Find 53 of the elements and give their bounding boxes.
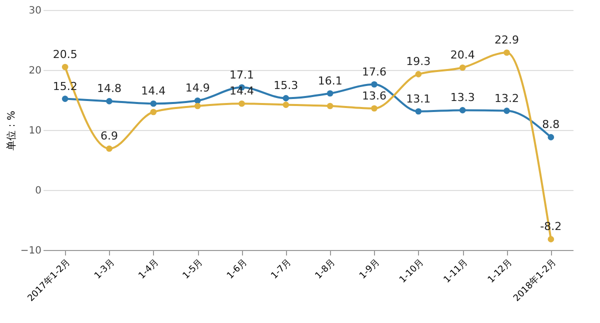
data-label: 13.3 (450, 91, 475, 104)
data-label: 20.4 (450, 48, 475, 62)
data-label: 14.8 (97, 82, 122, 96)
point (282, 102, 290, 108)
x-tick-label: 1-5月 (181, 258, 206, 282)
point (194, 97, 201, 104)
point (326, 90, 334, 97)
point (504, 108, 510, 114)
point (459, 107, 466, 114)
point (62, 64, 68, 70)
data-label: 16.1 (318, 74, 342, 88)
data-label: 8.8 (542, 118, 560, 132)
y-tick-label: 20 (28, 66, 42, 76)
x-tick-label: 1-9月 (358, 258, 382, 282)
x-tick-label: 1-7月 (270, 258, 294, 282)
point (504, 49, 510, 56)
point (371, 105, 378, 112)
point (415, 108, 422, 115)
data-label: 6.9 (100, 130, 118, 143)
point (282, 95, 290, 102)
point (415, 71, 422, 78)
data-label: 20.5 (52, 48, 78, 61)
data-label: 17.1 (230, 68, 254, 82)
x-tick-label: 1-6月 (225, 258, 250, 282)
data-label: 14.4 (141, 84, 166, 98)
data-label: 17.6 (362, 65, 386, 78)
data-label: 22.9 (494, 34, 519, 47)
point (371, 81, 378, 88)
point (459, 64, 466, 71)
point (548, 236, 554, 242)
data-label: 13.2 (494, 92, 519, 105)
point (548, 134, 554, 140)
point (238, 100, 245, 107)
point (150, 108, 157, 116)
point (150, 100, 157, 107)
point (106, 145, 112, 152)
data-label: 14.9 (185, 82, 210, 95)
point (194, 102, 201, 110)
point (326, 102, 334, 110)
x-tick-label: 1-8月 (314, 258, 338, 282)
x-tick-label: 1-3月 (92, 258, 117, 282)
y-tick-label: −10 (20, 246, 42, 256)
y-tick-label: 0 (35, 186, 42, 196)
y-tick-label: 10 (28, 126, 42, 136)
data-label: 13.1 (406, 92, 431, 106)
x-tick-label: 1-4月 (137, 258, 161, 282)
point (106, 98, 112, 104)
data-label: 19.3 (406, 55, 431, 68)
data-label: 15.3 (274, 79, 298, 92)
y-tick-label: 30 (28, 6, 42, 16)
point (62, 96, 68, 102)
y-axis-title: 单位：% (5, 110, 18, 150)
data-label: 13.6 (362, 89, 386, 102)
